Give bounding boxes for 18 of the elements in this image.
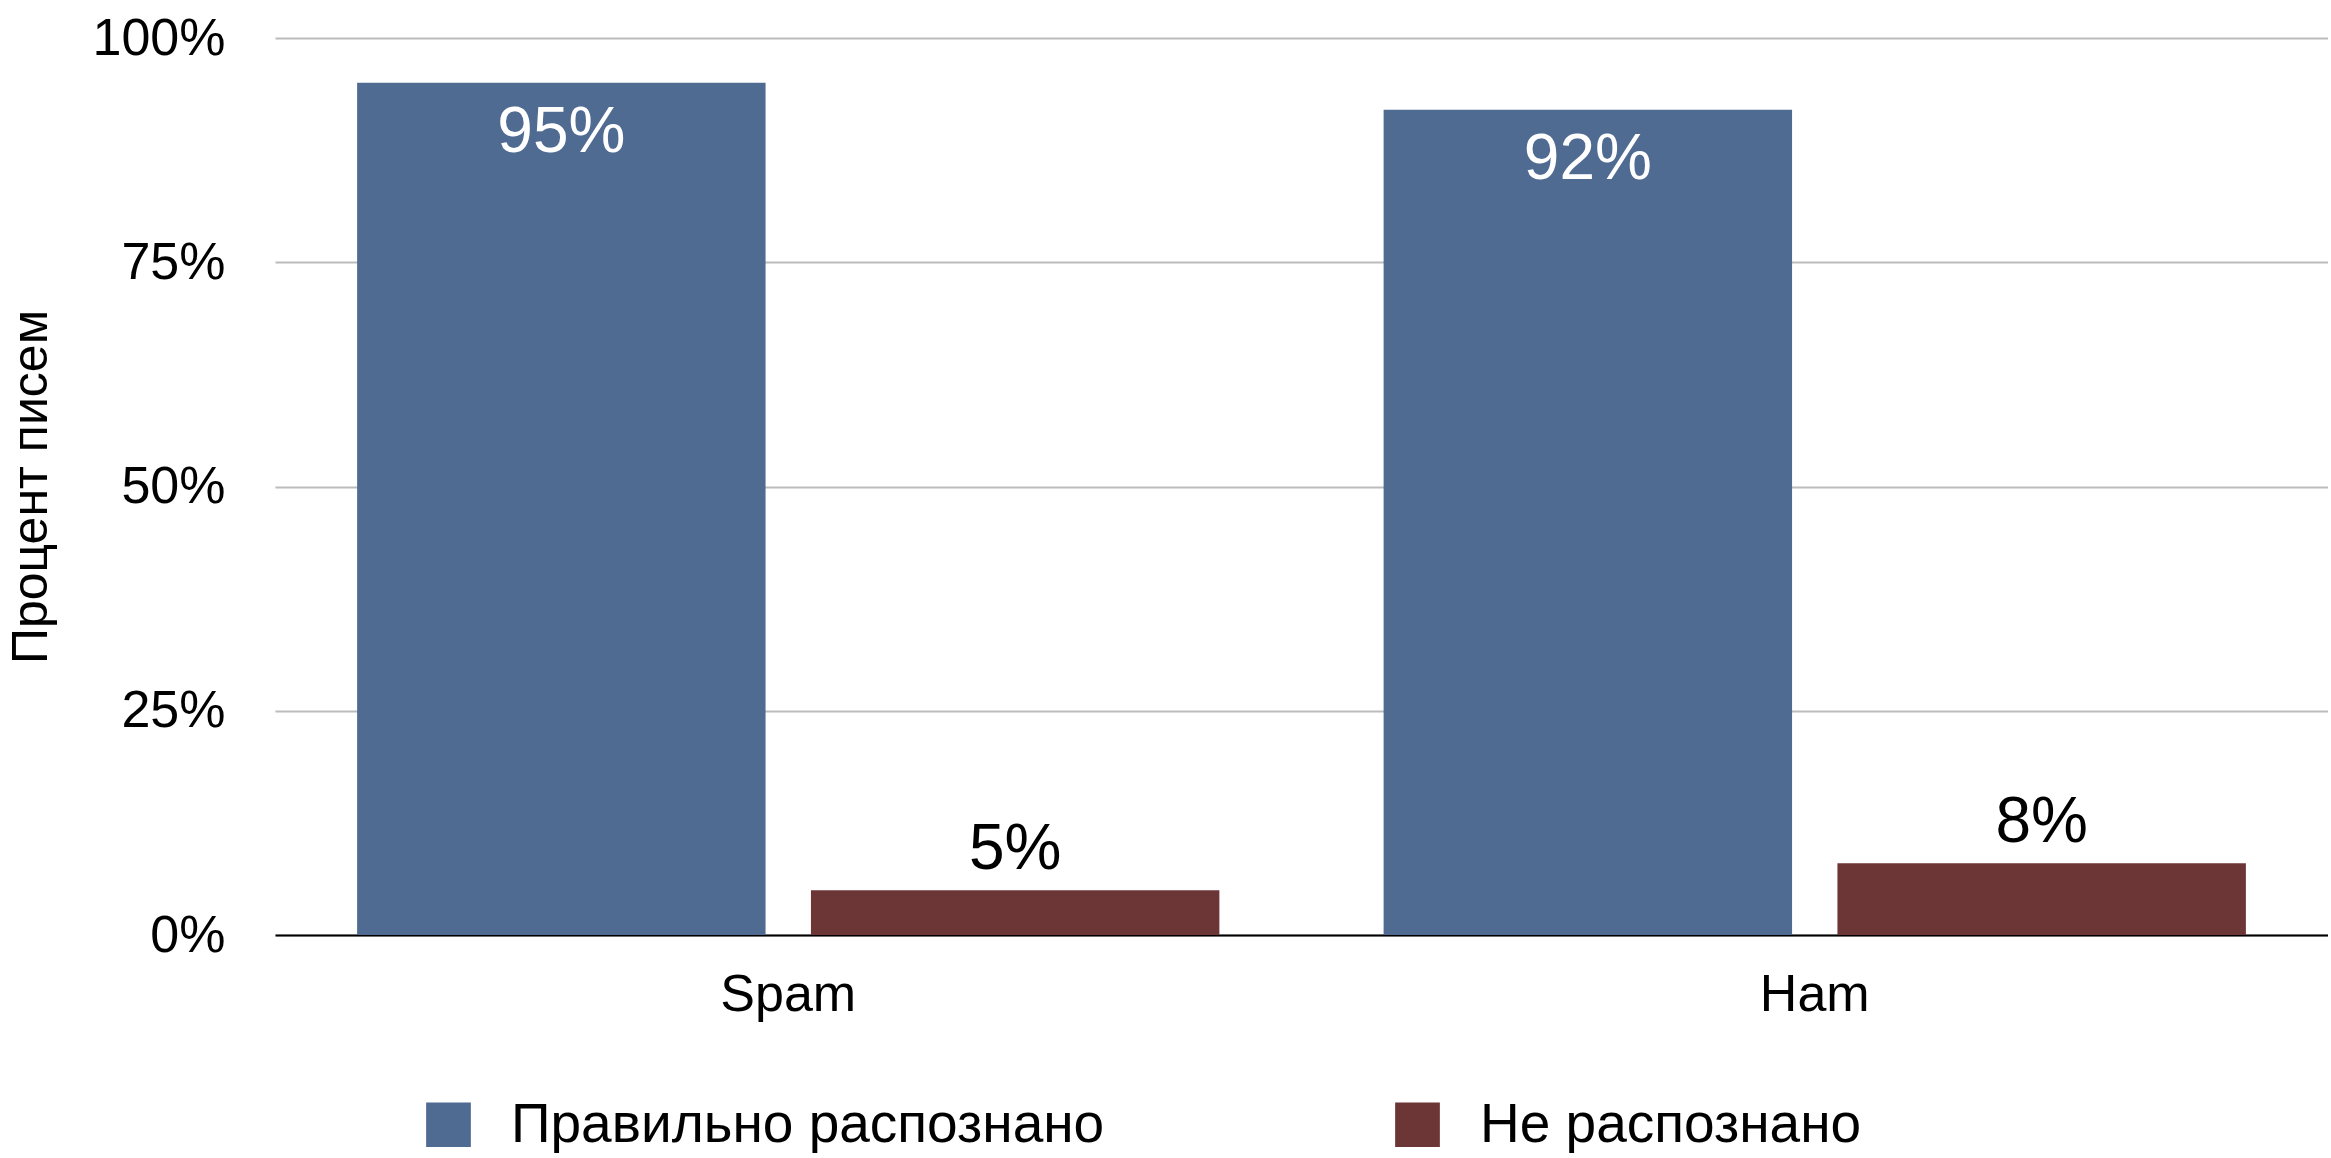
data-label: 8% [1995,784,2088,857]
y-tick-label: 25% [121,680,226,739]
bar [357,82,766,935]
y-axis-title: Процент писем [1,309,58,665]
x-tick-label: Spam [720,963,857,1022]
y-tick-label: 0% [150,904,226,963]
data-label: 92% [1523,120,1652,193]
data-label: 95% [497,93,626,166]
bar [1837,863,2246,935]
y-tick-label: 50% [121,456,226,514]
x-tick-label: Ham [1759,963,1870,1022]
y-tick-label: 100% [92,7,226,66]
bar [1383,109,1793,935]
data-label: 5% [968,811,1062,884]
bar [810,890,1220,935]
legend-label: Не распознано [1480,1091,1862,1154]
y-tick-label: 75% [121,231,226,290]
legend-label: Правильно распознано [511,1091,1105,1154]
